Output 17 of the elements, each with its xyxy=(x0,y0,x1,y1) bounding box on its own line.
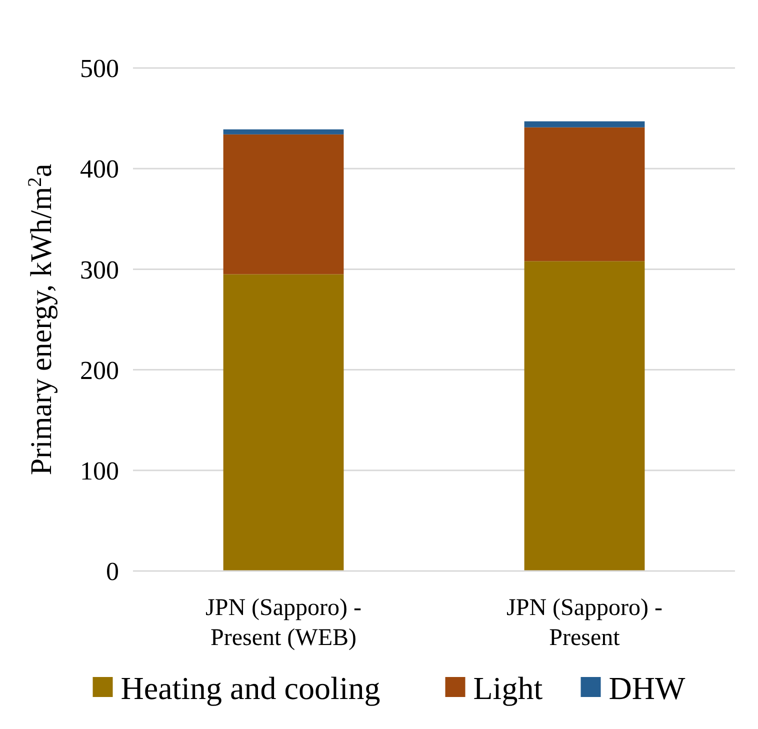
y-tick-label: 500 xyxy=(80,54,119,84)
bar xyxy=(524,261,645,571)
legend-label: Light xyxy=(473,670,543,706)
bar xyxy=(223,129,344,134)
y-tick-label: 0 xyxy=(106,557,119,586)
legend-label: DHW xyxy=(608,670,686,706)
bar xyxy=(524,121,645,128)
legend-label: Heating and cooling xyxy=(120,670,380,706)
bar xyxy=(223,134,344,274)
bar xyxy=(524,127,645,262)
x-tick-label: JPN (Sapporo) - Present xyxy=(506,595,662,651)
y-tick-label: 200 xyxy=(80,356,119,385)
y-tick-label: 400 xyxy=(80,154,119,184)
y-tick-label: 300 xyxy=(80,255,119,284)
bar xyxy=(223,274,344,571)
y-tick-label: 100 xyxy=(80,456,119,486)
x-tick-label: JPN (Sapporo) - Present (WEB) xyxy=(206,595,362,651)
